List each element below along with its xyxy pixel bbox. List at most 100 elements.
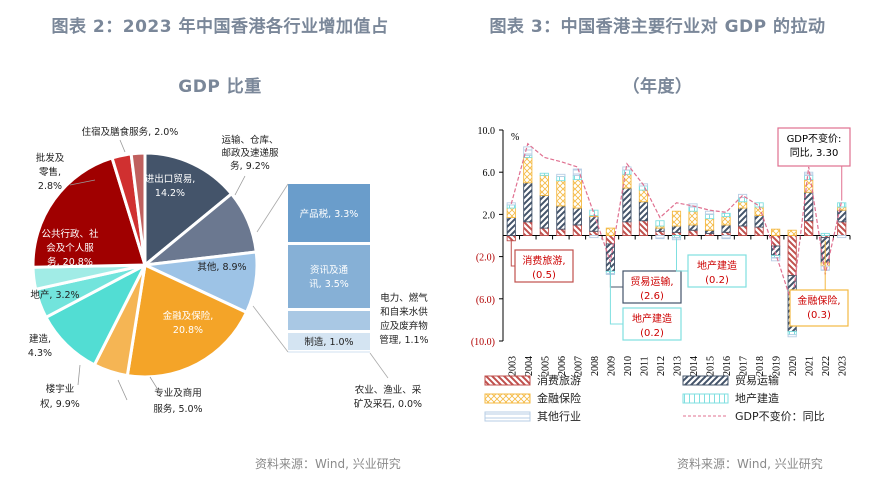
bar-segment [721, 224, 731, 233]
bar-segment [688, 224, 698, 231]
annotation-label: 地产建造 [697, 259, 737, 272]
annotation-value: (0.3) [807, 310, 831, 321]
legend-label: 金融保险 [537, 391, 581, 405]
x-tick-label: 2013 [673, 356, 684, 376]
bar-segment [721, 212, 731, 217]
breakout-label: 制造, 1.0% [304, 336, 353, 348]
leader-line [234, 175, 246, 196]
x-tick-label: 2015 [706, 356, 717, 376]
annotation-value: 同比, 3.30 [790, 147, 839, 159]
pie-label: 运输、仓库、 [221, 134, 278, 146]
leader-line [369, 352, 389, 379]
x-tick-label: 2004 [524, 356, 535, 376]
bar-segment [572, 168, 582, 176]
annotation-leader [609, 267, 623, 325]
breakout-label: 和自来水供 [380, 306, 428, 318]
pie-label: 2.8% [38, 181, 62, 192]
annotation-box [789, 289, 849, 327]
bar-chart: 10.0 6.0 2.0 (2.0) (6.0) (10.0)% 2003 2004 2005 2… [471, 126, 851, 423]
pie-slice [129, 151, 147, 266]
x-tick-label: 2021 [805, 356, 816, 376]
bar-segment [655, 227, 665, 232]
bar-segment [622, 221, 632, 236]
bar-segment [671, 225, 682, 233]
breakout-label: 矿及采石, 0.0% [354, 398, 422, 410]
bar-segment [638, 201, 649, 222]
bar-segment [539, 227, 549, 236]
x-tick-label: 2011 [639, 356, 650, 376]
bar-segment [523, 182, 533, 223]
pie-label: 14.2% [155, 188, 185, 199]
bar-segment [622, 187, 632, 223]
x-tick-label: 2009 [606, 356, 617, 376]
bar-segment [721, 231, 731, 236]
bar-segment [605, 235, 615, 245]
right-title-line2: （年度） [622, 77, 693, 97]
y-tick-label: 6.0 [483, 168, 496, 179]
pie-label: 地产, 3.2% [30, 289, 79, 301]
y-tick-label: (6.0) [476, 295, 495, 306]
legend-label: 其他行业 [537, 410, 581, 423]
leader-line [77, 364, 81, 386]
bar-segment [771, 235, 781, 247]
bar-segment [787, 331, 797, 336]
breakout-label: 讯, 3.5% [309, 279, 349, 290]
breakout-label: 电力、燃气 [380, 292, 428, 304]
bar-segment [523, 156, 533, 184]
breakout-segment [288, 333, 370, 350]
x-tick-label: 2014 [689, 356, 700, 376]
x-tick-label: 2005 [540, 356, 551, 376]
breakout-segment [288, 311, 370, 330]
bar-segment [638, 189, 649, 203]
bar-segment [771, 228, 781, 236]
bar-segment [738, 201, 748, 209]
left-title-line1: 图表 2：2023 年中国香港各行业增加值占 [51, 17, 389, 37]
bar-segment [754, 226, 764, 236]
leader-line [69, 179, 96, 186]
legend-label: 贸易运输 [735, 373, 779, 387]
pie-label: 建造, [29, 333, 51, 345]
bar-segment [754, 215, 764, 228]
annotation-box [622, 270, 682, 304]
bar-segment [556, 180, 566, 207]
pie-label: 零售, [39, 166, 61, 178]
bar-segment [671, 210, 682, 227]
y-axis-unit: % [511, 132, 519, 143]
bar-segment [688, 229, 698, 236]
x-tick-label: 2023 [838, 356, 849, 376]
bar-segment [589, 235, 599, 239]
breakout-label: 资讯及通 [310, 265, 349, 276]
legend-swatch [484, 393, 531, 404]
bar-segment [622, 166, 632, 171]
pie-label: 20.8% [173, 325, 203, 336]
bar-segment [572, 224, 582, 236]
breakout-label: 产品税, 3.3% [300, 208, 359, 220]
pie-label: 专业及商用 [154, 387, 202, 399]
bar-segment [771, 257, 781, 262]
bar-segment [523, 221, 533, 236]
x-tick-label: 2003 [507, 356, 518, 376]
annotation-value: (2.6) [640, 291, 664, 302]
bar-segment [837, 221, 847, 236]
annotation-label: 金融保险, [797, 294, 840, 307]
pie-slice [31, 156, 148, 269]
pie-label: 会及个人服 [46, 242, 94, 254]
x-tick-label: 2022 [821, 356, 832, 376]
bar-segment [589, 230, 599, 236]
bar-segment [787, 235, 797, 277]
x-tick-label: 2008 [590, 356, 601, 376]
x-tick-label: 2006 [557, 356, 568, 376]
y-tick-label: 10.0 [478, 126, 496, 137]
pie-label: 邮政及速递服 [221, 147, 279, 159]
bar-segment [655, 230, 665, 236]
bar-segment [804, 171, 814, 176]
y-tick-label: 2.0 [483, 210, 496, 221]
pie-label: 金融及保险, [163, 310, 214, 322]
bar-segment [539, 172, 549, 176]
bar-segment [556, 205, 566, 230]
pie-label: 楼宇业 [46, 383, 75, 395]
x-tick-label: 2019 [772, 356, 783, 376]
bar-segment [572, 179, 582, 209]
bar-segment [556, 228, 566, 236]
